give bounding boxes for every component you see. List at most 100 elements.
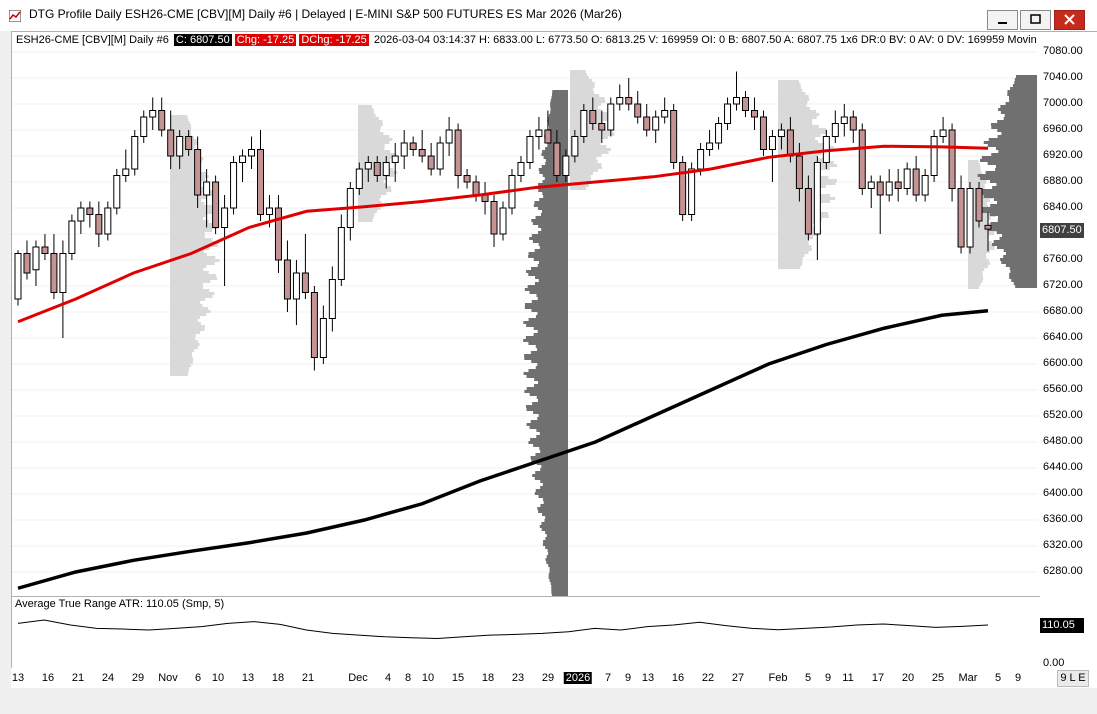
maximize-button[interactable] [1020,10,1051,30]
volume-profile-bar [778,248,812,251]
volume-profile-bar [170,193,213,196]
volume-profile-bar [170,238,213,241]
volume-profile-bar [537,363,568,366]
volume-profile-bar [550,582,568,585]
volume-profile-bar [1005,252,1037,255]
volume-profile-bar [170,202,205,205]
volume-profile-bar [533,204,568,207]
volume-profile-bar [358,186,391,189]
volume-profile-bar [778,113,820,116]
volume-profile-bar [778,242,809,245]
time-tick-label: 21 [71,672,85,684]
volume-profile-bar [548,123,568,126]
volume-profile-bar [968,178,987,181]
candle-body [436,142,444,170]
volume-profile-bar [778,215,829,218]
volume-profile-bar [778,260,803,263]
volume-profile-bar [998,108,1037,111]
volume-profile-bar [543,195,568,198]
volume-profile-bar [170,265,207,268]
volume-profile-bar [528,369,568,372]
chart-corner-toggle[interactable]: 9 L E [1057,670,1089,687]
candle-body [553,142,561,176]
volume-profile-bar [170,289,210,292]
volume-profile-bar [1007,90,1037,93]
volume-profile-bar [968,277,984,280]
volume-profile-bar [778,116,817,119]
volume-profile-bar [170,355,193,358]
candle-body [409,142,417,150]
minimize-icon [998,22,1007,24]
volume-profile-bar [1009,99,1037,102]
price-tick-label: 6640.00 [1043,331,1083,343]
volume-profile-bar [170,256,216,259]
volume-profile-bar [993,198,1037,201]
volume-profile-bar [544,519,568,522]
volume-profile-bar [358,213,375,216]
volume-profile-bar [537,207,568,210]
volume-profile-bar [531,267,568,270]
volume-profile-bar [544,135,568,138]
candle-body [589,110,597,124]
title-bar[interactable]: DTG Profile Daily ESH26-CME [CBV][M] Dai… [0,0,1097,31]
volume-profile-bar [358,201,382,204]
volume-profile-bar [528,441,568,444]
pane-separator[interactable] [11,596,1040,597]
volume-profile-bar [537,348,568,351]
volume-profile-bar [1015,285,1037,288]
price-tick-label: 6280.00 [1043,565,1083,577]
volume-profile-bar [778,206,816,209]
volume-profile-bar [530,420,568,423]
candle-body [526,136,534,163]
candle-body [535,129,543,137]
candle-body [445,129,453,144]
time-tick-label: 16 [41,672,55,684]
candle-body [777,129,785,137]
volume-profile-bar [526,408,568,411]
volume-profile-bar [1003,255,1037,258]
volume-profile-bar [538,261,568,264]
volume-profile-bar [170,364,192,367]
candle-body [328,279,336,319]
candle-body [310,292,318,358]
candle-body [257,149,264,215]
candle-body [966,188,974,248]
time-tick-label: Nov [158,672,178,684]
volume-profile-bar [535,216,568,219]
volume-profile-bar [530,351,568,354]
volume-profile-bar [778,149,831,152]
volume-profile-bar [170,127,192,130]
close-button[interactable] [1054,10,1085,30]
volume-profile-bar [570,91,595,94]
volume-profile-bar [541,210,568,213]
volume-profile-bar [547,120,568,123]
volume-profile-bar [980,177,1037,180]
volume-profile-bar [170,358,194,361]
volume-profile-bar [778,119,813,122]
close-value: C: 6807.50 [173,34,232,46]
minimize-button[interactable] [987,10,1018,30]
volume-profile-bar [778,209,821,212]
candle-body [427,155,435,170]
candle-body [634,103,642,118]
volume-profile-bar [170,163,199,166]
volume-profile-bar [170,346,198,349]
price-axis[interactable] [1039,31,1097,668]
volume-profile-bar [538,189,568,192]
volume-profile-bar [778,140,819,143]
volume-profile-bar [170,172,207,175]
volume-profile-bar [570,136,608,139]
volume-profile-bar [551,96,568,99]
candle-body [373,162,381,176]
volume-profile-bar [532,222,568,225]
candle-body [948,129,956,189]
volume-profile-bar [542,483,568,486]
volume-profile-bar [1001,261,1037,264]
volume-profile-bar [987,162,1037,165]
time-axis[interactable] [11,668,1097,688]
volume-profile-bar [968,232,995,235]
volume-profile-bar [170,340,198,343]
volume-profile-bar [170,247,210,250]
volume-profile-bar [778,200,831,203]
candle-body [580,110,588,137]
